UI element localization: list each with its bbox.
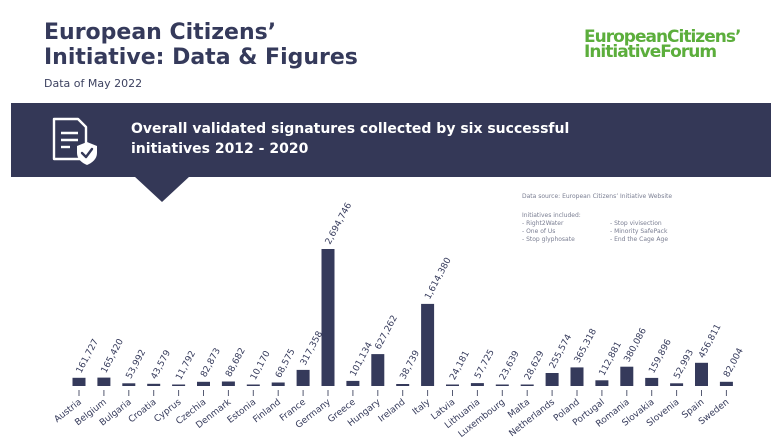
title-line-2: Initiative: Data & Figures [44,45,358,70]
document-shield-icon [48,115,100,171]
bar-germany [321,249,335,386]
bar-slovenia [670,383,684,386]
bar-poland [570,367,584,386]
initiative-item: - Stop vivisection [610,220,662,227]
value-label: 456,811 [697,323,723,361]
bar-luxembourg [495,384,509,386]
value-label: 1,614,380 [423,256,453,301]
value-label: 159,896 [648,338,674,376]
bar-portugal [595,380,609,386]
bar-netherlands [545,373,559,386]
bar-denmark [221,381,235,386]
value-label: 10,170 [249,349,273,382]
data-date: Data of May 2022 [44,77,143,90]
value-label: 2,694,746 [324,201,354,246]
value-label: 165,420 [100,337,126,375]
category-label: Estonia [226,397,258,425]
bar-croatia [147,383,161,386]
bar-greece [346,380,360,386]
bar-austria [72,377,86,386]
chart-banner: Overall validated signatures collected b… [11,103,771,177]
bar-romania [620,366,634,386]
bar-lithuania [470,383,484,386]
eci-forum-logo[interactable]: EuropeanCitizens’ InitiativeForum [584,27,764,62]
value-label: 68,575 [274,347,298,380]
value-label: 23,639 [498,349,522,382]
bar-czechia [197,381,210,386]
value-label: 11,792 [174,349,198,382]
bar-italy [421,303,435,386]
logo-line-1: EuropeanCitizens’ [584,27,741,47]
bar-bulgaria [122,383,136,386]
bar-sweden [719,381,733,386]
value-label: 317,358 [299,330,325,368]
bar-france [296,369,310,386]
title-line-1: European Citizens’ [44,20,277,45]
value-label: 52,993 [672,348,696,381]
value-label: 112,881 [598,340,624,378]
value-label: 28,629 [523,349,547,382]
value-label: 365,318 [573,327,599,365]
value-label: 380,086 [623,326,649,364]
category-label: Ireland [377,397,408,424]
bar-belgium [97,377,111,386]
value-label: 101,134 [349,341,375,379]
bar-spain [695,362,708,386]
value-label: 627,262 [374,314,400,352]
initiatives-heading: Initiatives included: [522,212,581,219]
category-label: Finland [252,397,284,425]
banner-pointer [134,176,190,202]
data-source-note: Data source: European Citizens’ Initiati… [522,193,673,200]
value-label: 82,004 [722,346,746,379]
value-label: 255,574 [548,333,574,371]
logo-line-2: InitiativeForum [584,42,717,62]
value-label: 53,992 [125,348,149,381]
bar-hungary [371,354,385,386]
initiatives-note: Initiatives included: - Right2Water - St… [522,212,700,244]
bar-latvia [446,384,459,386]
value-label: 38,739 [399,349,423,382]
category-label: Croatia [127,397,159,425]
initiative-item: - One of Us [522,228,556,235]
initiative-item: - Stop glyphosate [522,236,575,243]
page-title: European Citizens’ Initiative: Data & Fi… [44,20,404,70]
bar-malta [520,384,534,386]
value-label: 82,873 [199,347,223,380]
initiative-item: - End the Cage Age [610,236,669,243]
bar-finland [271,382,285,386]
value-label: 161,727 [75,338,101,376]
bar-estonia [246,384,260,386]
value-label: 43,579 [150,348,174,381]
bar-slovakia [645,377,659,386]
value-label: 24,181 [448,349,472,382]
value-label: 88,682 [224,346,248,379]
value-label: 57,725 [473,348,497,381]
initiative-item: - Right2Water [522,220,564,227]
banner-title: Overall validated signatures collected b… [131,121,570,157]
bar-ireland [396,384,410,386]
initiative-item: - Minority SafePack [610,228,668,235]
bar-cyprus [172,384,186,386]
